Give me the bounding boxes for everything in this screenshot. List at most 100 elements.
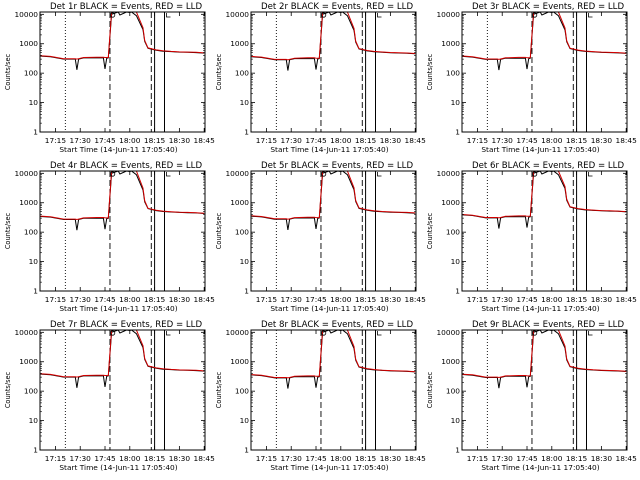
panel-title: Det 4r BLACK = Events, RED = LLD [50, 161, 202, 171]
flag-marker [166, 331, 171, 336]
x-tick-label: 17:30 [70, 454, 92, 463]
flag-marker [532, 12, 538, 18]
y-tick-label: 1000 [230, 198, 249, 207]
x-tick-label: 17:15 [45, 295, 67, 304]
y-tick-label: 100 [235, 228, 249, 237]
x-tick-label: 17:30 [492, 136, 514, 145]
x-tick-label: 18:15 [355, 454, 377, 463]
series-lld [462, 330, 627, 379]
series-group [40, 12, 205, 70]
flag-marker [588, 13, 593, 18]
x-tick-label: 17:15 [256, 454, 278, 463]
y-tick-label: 10000 [225, 328, 249, 337]
x-tick-label: 17:15 [45, 136, 67, 145]
x-tick-label: 18:00 [119, 454, 141, 463]
x-tick-label: 18:15 [566, 454, 588, 463]
x-tick-label: 18:30 [591, 454, 613, 463]
plot-frame [461, 170, 628, 292]
x-axis-label: Start Time (14-Jun-11 17:05:40) [270, 463, 388, 472]
plot-frame [461, 329, 628, 451]
x-tick-label: 17:15 [45, 454, 67, 463]
x-tick-label: 18:30 [380, 136, 402, 145]
series-lld [40, 330, 205, 378]
y-tick-label: 100 [235, 387, 249, 396]
y-axis: 1 10 100 1000 10000 [14, 169, 205, 296]
flag-marker [532, 171, 538, 177]
y-tick-label: 1 [33, 287, 38, 296]
flag-marker [377, 331, 382, 336]
x-tick-label: 18:45 [405, 295, 427, 304]
panel-9: Det 9r BLACK = Events, RED = LLD 1 10 100 10… [426, 320, 637, 472]
y-tick-label: 100 [24, 228, 38, 237]
x-tick-label: 17:45 [305, 454, 327, 463]
x-tick-label: 18:15 [355, 136, 377, 145]
y-tick-label: 1 [33, 446, 38, 455]
panel-7: Det 7r BLACK = Events, RED = LLD 1 10 100 10… [4, 320, 215, 472]
time-markers [64, 330, 166, 450]
x-tick-label: 18:45 [194, 136, 216, 145]
x-tick-label: 18:15 [144, 454, 166, 463]
y-axis: 1 10 100 1000 10000 [225, 169, 416, 296]
x-tick-label: 18:00 [330, 295, 352, 304]
x-tick-label: 17:15 [467, 295, 489, 304]
y-axis-label: Counts/sec [426, 53, 434, 90]
x-axis: 17:15 17:30 17:45 18:00 18:15 18:30 18:45 [467, 12, 637, 145]
x-axis-label: Start Time (14-Jun-11 17:05:40) [270, 304, 388, 313]
x-axis: 17:15 17:30 17:45 18:00 18:15 18:30 18:45 [467, 171, 637, 304]
y-tick-label: 10000 [225, 169, 249, 178]
series-group [462, 12, 627, 71]
plot-frame [250, 329, 417, 451]
panel-4: Det 4r BLACK = Events, RED = LLD 1 10 100 10… [4, 161, 215, 313]
y-axis-label: Counts/sec [215, 53, 223, 90]
time-markers [486, 330, 588, 450]
x-tick-label: 17:15 [256, 295, 278, 304]
panel-title: Det 2r BLACK = Events, RED = LLD [261, 2, 413, 12]
y-tick-label: 10 [240, 416, 250, 425]
series-events [462, 330, 627, 389]
flag-marker [377, 172, 382, 177]
y-tick-label: 100 [446, 69, 460, 78]
flag-marker [321, 330, 327, 336]
x-tick-label: 17:30 [70, 136, 92, 145]
y-tick-label: 10000 [436, 328, 460, 337]
x-axis-label: Start Time (14-Jun-11 17:05:40) [481, 145, 599, 154]
x-tick-label: 18:15 [355, 295, 377, 304]
series-group [251, 171, 416, 230]
y-tick-label: 1000 [230, 357, 249, 366]
series-group [40, 171, 205, 231]
panel-title: Det 6r BLACK = Events, RED = LLD [472, 161, 624, 171]
y-tick-label: 100 [446, 228, 460, 237]
series-events [40, 330, 205, 388]
series-group [251, 12, 416, 71]
y-tick-label: 1 [33, 128, 38, 137]
y-tick-label: 1 [244, 128, 249, 137]
x-tick-label: 18:30 [591, 295, 613, 304]
time-markers [275, 330, 377, 450]
x-tick-label: 18:30 [169, 136, 191, 145]
x-tick-label: 18:15 [566, 295, 588, 304]
flag-marker [588, 331, 593, 336]
plot-frame [250, 11, 417, 133]
time-markers [275, 12, 377, 132]
x-tick-label: 17:30 [492, 295, 514, 304]
panel-8: Det 8r BLACK = Events, RED = LLD 1 10 100 10… [215, 320, 426, 472]
series-events [251, 12, 416, 71]
panel-title: Det 1r BLACK = Events, RED = LLD [50, 2, 202, 12]
y-tick-label: 1 [455, 446, 460, 455]
panel-2: Det 2r BLACK = Events, RED = LLD 1 10 100 10… [215, 2, 426, 154]
x-axis: 17:15 17:30 17:45 18:00 18:15 18:30 18:45 [256, 171, 426, 304]
y-axis: 1 10 100 1000 10000 [14, 328, 205, 455]
x-tick-label: 17:30 [281, 136, 303, 145]
plot-frame [39, 170, 206, 292]
series-group [251, 330, 416, 389]
y-tick-label: 100 [446, 387, 460, 396]
x-axis: 17:15 17:30 17:45 18:00 18:15 18:30 18:45 [45, 330, 215, 463]
y-tick-label: 10000 [14, 328, 38, 337]
y-tick-label: 10 [29, 98, 39, 107]
x-tick-label: 18:15 [144, 295, 166, 304]
y-tick-label: 1000 [441, 357, 460, 366]
x-tick-label: 18:00 [119, 136, 141, 145]
panel-title: Det 7r BLACK = Events, RED = LLD [50, 320, 202, 330]
x-tick-label: 17:45 [516, 454, 538, 463]
y-tick-label: 10000 [14, 10, 38, 19]
